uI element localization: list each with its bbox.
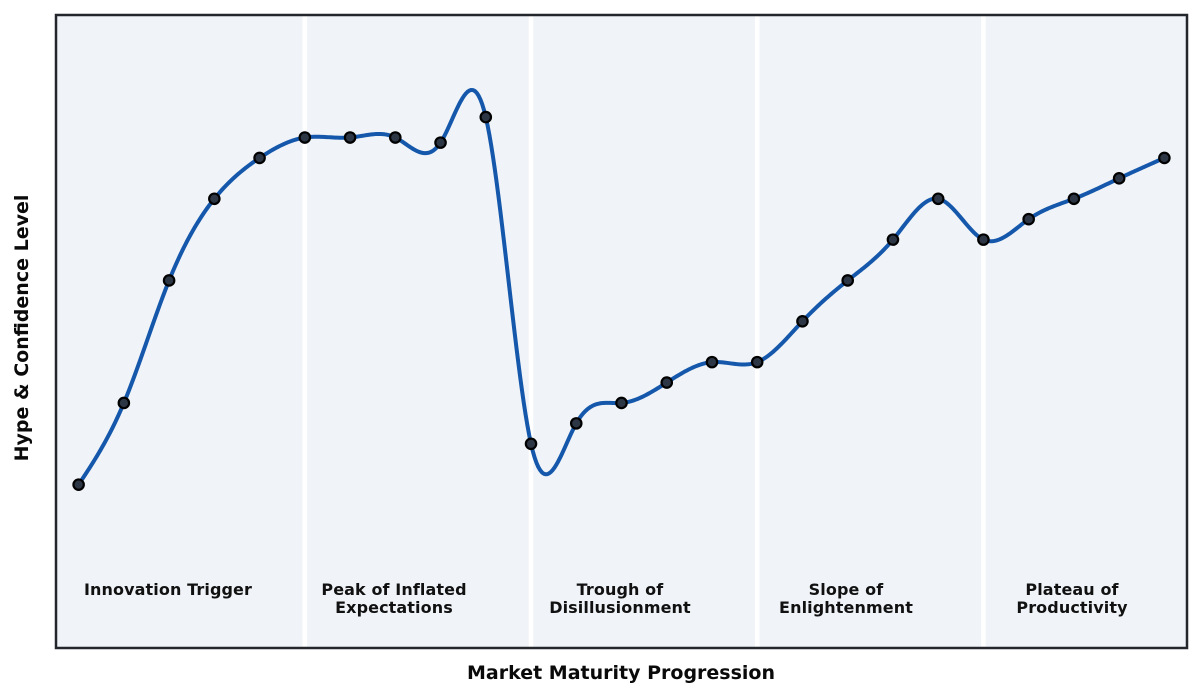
phase-label-slope-of-enlightenment: Slope of Enlightenment	[779, 580, 913, 617]
x-axis-label: Market Maturity Progression	[466, 662, 776, 684]
data-point-21	[1022, 212, 1035, 226]
phase-label-trough-of-disillusionment: Trough of Disillusionment	[549, 580, 691, 617]
data-point-12	[615, 396, 628, 410]
data-point-14	[705, 355, 719, 369]
data-point-24	[1158, 151, 1171, 165]
data-point-16	[796, 314, 809, 328]
data-point-17	[841, 274, 854, 287]
phase-label-plateau-of-productivity: Plateau of Productivity	[1016, 580, 1128, 617]
data-point-9	[479, 110, 493, 124]
data-point-3	[208, 192, 221, 206]
data-point-8	[434, 136, 447, 149]
phase-label-peak-of-inflated-expectations: Peak of Inflated Expectations	[321, 580, 467, 617]
plot-area	[54, 13, 1189, 650]
data-point-4	[253, 151, 266, 165]
y-axis-label: Hype & Confidence Level	[11, 194, 33, 462]
data-point-10	[524, 437, 538, 451]
data-point-18	[886, 233, 900, 246]
data-point-5	[298, 131, 312, 144]
data-point-2	[162, 274, 176, 287]
data-point-15	[750, 355, 764, 369]
data-point-6	[343, 131, 357, 144]
data-point-13	[660, 376, 674, 389]
data-point-20	[977, 233, 990, 246]
data-point-11	[569, 417, 583, 430]
data-point-23	[1112, 172, 1126, 185]
data-point-19	[931, 192, 945, 206]
data-point-0	[72, 478, 85, 491]
phase-label-innovation-trigger: Innovation Trigger	[83, 580, 253, 599]
data-point-7	[388, 131, 402, 144]
data-point-22	[1067, 192, 1081, 206]
data-point-1	[117, 396, 131, 410]
